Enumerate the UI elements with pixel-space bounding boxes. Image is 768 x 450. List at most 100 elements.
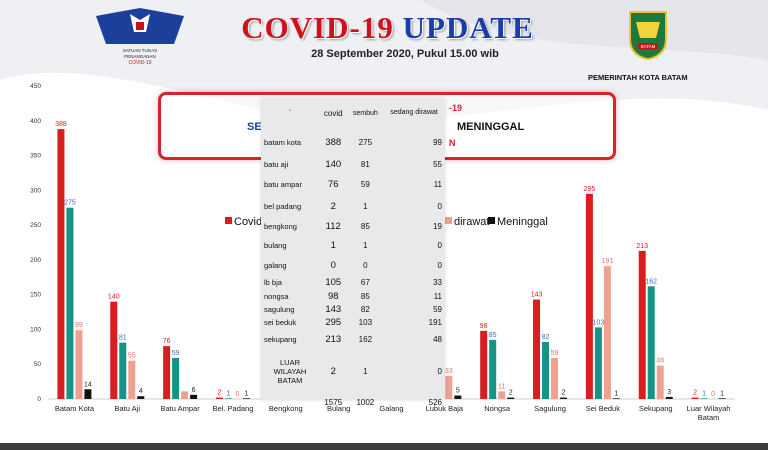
bar [242, 398, 250, 399]
bar [718, 398, 726, 399]
row-dirawat: 0 [437, 260, 442, 270]
bar [224, 398, 232, 399]
table-header-row: ` covid sembuh sedang dirawat [261, 98, 445, 128]
data-label: 140 [108, 294, 120, 301]
row-sembuh: 103 [358, 318, 373, 327]
legend-swatch [445, 217, 452, 224]
row-sembuh: 82 [360, 305, 370, 314]
bar [480, 330, 488, 399]
bar [638, 250, 646, 399]
data-label: 2 [693, 390, 697, 397]
government-label: PEMERINTAH KOTA BATAM [588, 73, 688, 82]
x-tick-label: Sagulung [534, 404, 566, 413]
row-dirawat: 59 [433, 305, 442, 314]
data-label: 48 [656, 358, 664, 365]
table-row: bel padang 2 1 0 [261, 195, 445, 217]
row-name: galang [264, 260, 287, 270]
data-label: 0 [236, 391, 240, 398]
bar [551, 357, 559, 399]
row-name: batu aji [264, 160, 289, 169]
data-label: 6 [192, 387, 196, 394]
y-tick-label: 150 [30, 292, 41, 299]
data-label: 2 [218, 390, 222, 397]
bar [585, 193, 593, 399]
row-sembuh: 1 [363, 240, 368, 250]
row-sembuh: 81 [360, 160, 370, 169]
banner-red-fragment: -19 [449, 103, 463, 113]
row-covid: 2 [330, 366, 336, 377]
total-dirawat: 526 [428, 397, 442, 407]
table-row: batu ampar 76 59 11 [261, 173, 445, 195]
row-dirawat: 48 [433, 334, 442, 344]
x-tick-label: Bel. Padang [213, 404, 254, 413]
data-label: 81 [119, 335, 127, 342]
y-tick-label: 350 [30, 153, 41, 160]
x-tick-label: Lubuk Baja [426, 404, 464, 413]
banner-right-text: MENINGGAL [457, 121, 525, 133]
logo-line-1: SATUAN TUGAS [123, 48, 158, 53]
bar [66, 207, 74, 399]
data-label: 162 [645, 278, 657, 285]
bar [542, 341, 550, 399]
title-covid: COVID-19 [241, 10, 394, 45]
bar [110, 301, 118, 399]
table-row: sagulung 143 82 59 [261, 303, 445, 316]
table-row: galang 0 0 0 [261, 255, 445, 275]
row-covid: 295 [325, 317, 342, 328]
row-name: nongsa [264, 292, 289, 301]
data-label: 59 [172, 350, 180, 357]
y-tick-label: 200 [30, 257, 41, 264]
x-tick-label: Bulang [327, 404, 350, 413]
bar [172, 357, 180, 399]
x-tick-label: Sekupang [639, 404, 673, 413]
row-name: sagulung [264, 305, 295, 314]
row-dirawat: 0 [437, 201, 442, 211]
row-dirawat: 0 [437, 240, 442, 250]
row-covid: 105 [325, 277, 342, 288]
row-sembuh: 85 [360, 221, 370, 231]
bar [128, 360, 136, 399]
data-label: 213 [636, 243, 648, 250]
x-tick-label: Batu Aji [115, 404, 141, 413]
data-label: 295 [584, 186, 596, 193]
x-tick-label: Nongsa [484, 404, 511, 413]
row-name: batu ampar [264, 179, 302, 189]
table-corner: ` [288, 108, 292, 118]
legend-label: Covid [234, 216, 262, 228]
row-sembuh: 1 [363, 201, 368, 211]
data-label: 82 [542, 334, 550, 341]
data-label: 388 [55, 121, 67, 128]
data-label: 1 [614, 390, 618, 397]
banner-left-text: SE [247, 121, 262, 133]
y-tick-label: 300 [30, 187, 41, 194]
bar [137, 396, 145, 399]
row-dirawat: 11 [433, 179, 442, 189]
row-covid: 2 [330, 200, 336, 212]
table-row: bulang 1 1 0 [261, 235, 445, 255]
row-covid: 98 [327, 291, 339, 302]
data-table-panel: ` covid sembuh sedang dirawat batam kota… [261, 98, 445, 407]
x-tick-label: Galang [379, 404, 403, 413]
x-tick-label: Sei Beduk [586, 404, 620, 413]
bottom-bar [0, 443, 768, 450]
row-dirawat: 99 [433, 137, 442, 147]
date-subtitle: 28 September 2020, Pukul 15.00 wib [311, 48, 499, 60]
x-tick-label: Batam [698, 413, 720, 422]
page-title: COVID-19 UPDATE [225, 10, 550, 46]
table-row: sekupang 213 162 48 [261, 329, 445, 349]
table-row: sei beduk 295 103 191 [261, 316, 445, 329]
data-label: 85 [489, 332, 497, 339]
data-table: ` covid sembuh sedang dirawat batam kota… [261, 98, 445, 410]
row-dirawat: 55 [433, 160, 442, 169]
header-covid: covid [323, 108, 343, 118]
legend-swatch [488, 217, 495, 224]
y-tick-label: 250 [30, 222, 41, 229]
bar [215, 397, 223, 399]
row-sembuh: 275 [358, 137, 373, 147]
bar [656, 365, 664, 399]
data-label: 103 [593, 319, 605, 326]
bar [489, 339, 497, 399]
logo-line-2: PENANGANAN [124, 54, 156, 59]
legend-label: dirawat [454, 216, 489, 228]
totals-spacer [261, 394, 319, 410]
